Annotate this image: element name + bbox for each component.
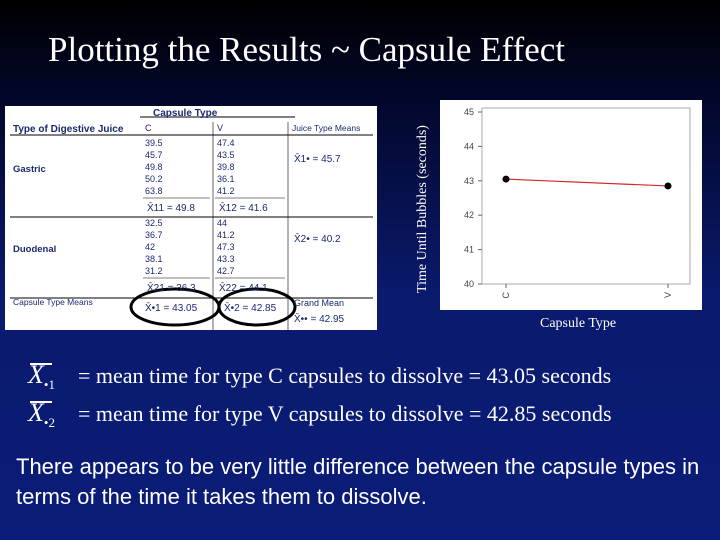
duodenal-c-2: 42 [145,242,155,252]
duodenal-v-0: 44 [217,218,227,228]
y-tick-label: 43 [464,176,474,186]
duodenal-c-3: 38.1 [145,254,163,264]
plot-frame [481,107,691,285]
duodenal-v-1: 41.2 [217,230,235,240]
line-chart: 40 41 42 43 44 45 C V [440,100,702,310]
row-gastric-label: Gastric [13,164,46,175]
header-juice: Type of Digestive Juice [13,124,124,135]
y-tick-label: 40 [464,279,474,289]
gastric-cell-mean-v: X̄12 = 41.6 [219,201,268,214]
y-tick-label: 42 [464,210,474,220]
duodenal-c-1: 36.7 [145,230,163,240]
x-tick-label: C [501,292,511,299]
gastric-cell-mean-c: X̄11 = 49.8 [147,201,195,214]
duodenal-juice-mean: X̄2• = 40.2 [294,232,341,245]
y-tick-label: 44 [464,141,474,151]
capsule-means-label: Capsule Type Means [13,297,93,307]
x-axis-label: Capsule Type [540,316,617,331]
y-axis-label: Time Until Bubbles (seconds) [415,125,430,293]
xbar-symbol-2: X•2 [28,398,55,430]
gastric-v-3: 36.1 [217,174,235,184]
duodenal-v-2: 47.3 [217,242,235,252]
duodenal-v-3: 43.3 [217,254,235,264]
formula-mean-v: X•2 = mean time for type V capsules to d… [28,398,612,430]
duodenal-c-4: 31.2 [145,266,163,276]
y-tick-label: 41 [464,245,474,255]
gastric-v-0: 47.4 [217,138,235,148]
gastric-v-4: 41.2 [217,186,235,196]
data-table-grid: Capsule Type Type of Digestive Juice C V… [10,108,373,330]
formula-mean-c-text: = mean time for type C capsules to disso… [78,363,612,388]
y-tick-label: 45 [464,107,474,117]
duodenal-c-0: 32.5 [145,218,163,228]
slide-title: Plotting the Results ~ Capsule Effect [48,30,565,69]
gastric-v-1: 43.5 [217,150,235,160]
duodenal-v-4: 42.7 [217,266,235,276]
header-c: C [145,123,152,133]
gastric-c-0: 39.5 [145,138,163,148]
gastric-c-3: 50.2 [145,174,163,184]
conclusion-text: There appears to be very little differen… [16,454,700,509]
chart-svg: 40 41 42 43 44 45 C V [464,107,691,299]
duodenal-cell-mean-v: X̄22 = 44.1 [219,281,268,294]
gastric-c-4: 63.8 [145,186,163,196]
capsule-mean-v: X̄•2 = 42.85 [224,301,277,314]
grand-mean-label: Grand Mean [294,298,344,308]
series-line [505,178,669,187]
x-tick-label: V [663,292,673,298]
gastric-c-1: 45.7 [145,150,163,160]
data-point [664,182,672,190]
row-duodenal-label: Duodenal [13,244,56,255]
gastric-juice-mean: X̄1• = 45.7 [294,152,341,165]
xbar-symbol-1: X•1 [28,360,55,392]
y-axis-label-wrap: Time Until Bubbles (seconds) [408,98,438,320]
gastric-c-2: 49.8 [145,162,163,172]
highlight-circle-v [217,287,297,327]
gastric-v-2: 39.8 [217,162,235,172]
header-capsule-type: Capsule Type [153,108,218,119]
grand-mean: X̄•• = 42.95 [294,312,345,325]
formula-mean-v-text: = mean time for type V capsules to disso… [78,401,612,426]
capsule-mean-c: X̄•1 = 43.05 [145,301,198,314]
duodenal-cell-mean-c: X̄21 = 36.3 [147,281,196,294]
header-juice-means: Juice Type Means [292,123,360,133]
formula-mean-c: X•1 = mean time for type C capsules to d… [28,360,612,392]
data-point [502,175,510,183]
header-v: V [217,123,223,133]
data-table: Capsule Type Type of Digestive Juice C V… [5,106,377,330]
